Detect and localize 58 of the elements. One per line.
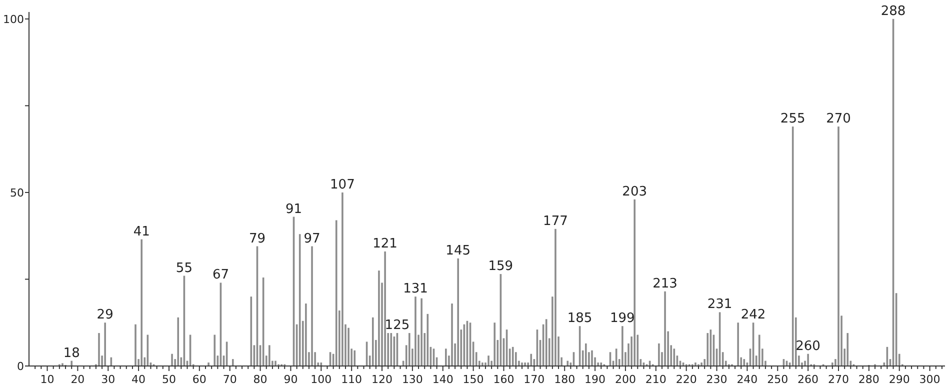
x-tick-label: 300 <box>919 373 940 386</box>
x-tick-label: 230 <box>706 373 728 386</box>
annotation: 199 <box>610 311 635 326</box>
x-tick-label: 80 <box>253 373 268 386</box>
x-tick-label: 60 <box>192 373 206 386</box>
annotation: 97 <box>304 231 320 246</box>
x-tick-label: 140 <box>432 373 454 386</box>
y-tick-label: 50 <box>10 186 24 200</box>
annotation: 159 <box>488 259 514 274</box>
annotation: 55 <box>176 260 192 276</box>
x-tick-label: 160 <box>493 373 514 386</box>
annotation: 255 <box>780 112 806 127</box>
x-tick-label: 130 <box>402 373 423 386</box>
y-tick-label: 0 <box>17 360 24 373</box>
x-tick-label: 190 <box>584 373 606 386</box>
annotation: 107 <box>330 177 355 192</box>
x-tick-label: 280 <box>858 373 880 386</box>
x-tick-label: 210 <box>645 373 666 386</box>
annotation: 231 <box>707 297 732 312</box>
x-tick-label: 200 <box>614 373 636 386</box>
annotation: 145 <box>446 243 471 258</box>
x-tick-label: 90 <box>284 373 298 386</box>
x-tick-label: 20 <box>70 373 85 386</box>
annotation: 242 <box>740 308 766 323</box>
annotation: 125 <box>384 318 410 334</box>
x-tick-label: 110 <box>341 373 362 386</box>
annotation: 203 <box>622 184 648 200</box>
annotation: 91 <box>285 202 302 217</box>
annotation: 29 <box>96 308 114 323</box>
annotation: 260 <box>796 338 820 354</box>
annotation: 213 <box>652 276 678 292</box>
annotation: 177 <box>543 214 568 229</box>
annotation: 18 <box>63 346 80 361</box>
x-tick-label: 150 <box>462 373 484 386</box>
x-tick-label: 270 <box>828 373 849 386</box>
x-tick-label: 290 <box>888 373 910 386</box>
x-tick-label: 100 <box>310 373 332 386</box>
x-tick-label: 120 <box>372 373 393 386</box>
x-tick-label: 170 <box>524 373 545 386</box>
annotation: 270 <box>826 112 851 127</box>
annotation: 41 <box>133 224 150 240</box>
x-tick-label: 10 <box>40 373 54 386</box>
annotation: 79 <box>248 231 266 246</box>
x-tick-label: 50 <box>162 373 176 386</box>
y-tick-label: 100 <box>3 12 24 26</box>
x-tick-label: 40 <box>132 373 146 386</box>
x-tick-label: 240 <box>736 373 758 386</box>
x-tick-label: 250 <box>767 373 788 386</box>
x-tick-label: 260 <box>798 373 819 386</box>
x-tick-label: 220 <box>676 373 697 386</box>
annotation: 67 <box>212 268 229 283</box>
x-tick-label: 180 <box>554 373 576 386</box>
annotation: 121 <box>372 236 398 252</box>
x-tick-label: 30 <box>101 373 116 386</box>
annotation: 288 <box>880 4 906 19</box>
annotation: 131 <box>403 282 428 297</box>
x-tick-label: 70 <box>222 373 237 386</box>
annotation: 185 <box>567 311 592 326</box>
